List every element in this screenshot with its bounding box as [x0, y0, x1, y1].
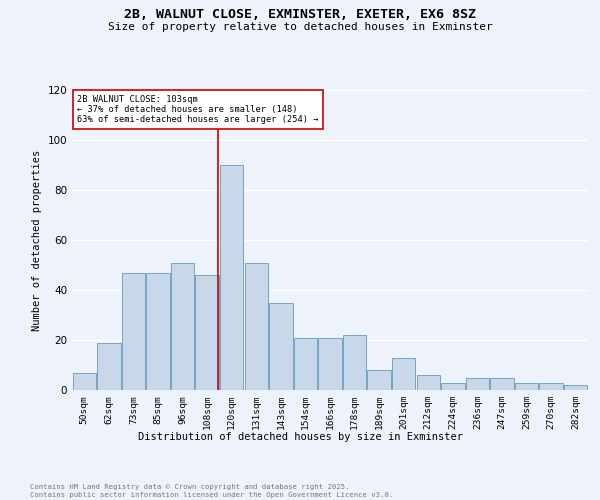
Bar [294, 338, 317, 390]
Bar [171, 262, 194, 390]
Bar [73, 372, 96, 390]
Bar [97, 342, 121, 390]
Bar [220, 165, 244, 390]
Bar [245, 262, 268, 390]
Bar [146, 272, 170, 390]
Bar [490, 378, 514, 390]
Text: Size of property relative to detached houses in Exminster: Size of property relative to detached ho… [107, 22, 493, 32]
Text: 2B WALNUT CLOSE: 103sqm
← 37% of detached houses are smaller (148)
63% of semi-d: 2B WALNUT CLOSE: 103sqm ← 37% of detache… [77, 94, 319, 124]
Bar [343, 335, 366, 390]
Text: Distribution of detached houses by size in Exminster: Distribution of detached houses by size … [137, 432, 463, 442]
Bar [466, 378, 489, 390]
Bar [441, 382, 464, 390]
Bar [515, 382, 538, 390]
Bar [319, 338, 341, 390]
Bar [392, 358, 415, 390]
Bar [416, 375, 440, 390]
Bar [564, 385, 587, 390]
Bar [367, 370, 391, 390]
Text: Contains HM Land Registry data © Crown copyright and database right 2025.
Contai: Contains HM Land Registry data © Crown c… [30, 484, 393, 498]
Bar [539, 382, 563, 390]
Bar [269, 302, 293, 390]
Y-axis label: Number of detached properties: Number of detached properties [32, 150, 42, 330]
Text: 2B, WALNUT CLOSE, EXMINSTER, EXETER, EX6 8SZ: 2B, WALNUT CLOSE, EXMINSTER, EXETER, EX6… [124, 8, 476, 20]
Bar [196, 275, 219, 390]
Bar [122, 272, 145, 390]
